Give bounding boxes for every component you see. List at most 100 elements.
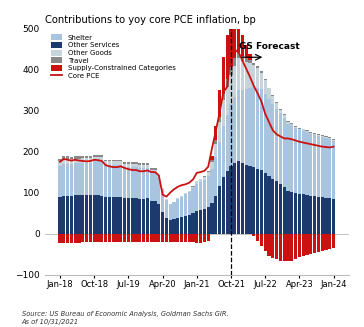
Bar <box>62 157 66 159</box>
Bar <box>283 118 286 187</box>
Bar <box>218 186 221 233</box>
Bar <box>150 201 153 233</box>
Bar <box>180 196 183 197</box>
Bar <box>66 164 69 196</box>
Bar <box>298 129 301 130</box>
Bar <box>169 233 172 242</box>
Bar <box>203 177 206 180</box>
Bar <box>134 198 138 233</box>
Bar <box>249 88 252 166</box>
Bar <box>74 157 77 159</box>
Bar <box>226 87 229 115</box>
Bar <box>324 198 328 233</box>
Bar <box>268 88 270 99</box>
Bar <box>275 233 278 259</box>
Bar <box>207 171 210 172</box>
Bar <box>66 157 69 159</box>
Bar <box>324 233 328 250</box>
Bar <box>127 162 130 164</box>
Bar <box>286 122 290 124</box>
Bar <box>317 233 320 251</box>
Bar <box>290 192 293 233</box>
Bar <box>264 233 267 251</box>
Bar <box>96 155 100 157</box>
Bar <box>161 190 164 212</box>
Bar <box>100 157 103 162</box>
Bar <box>279 109 282 110</box>
Bar <box>241 35 244 56</box>
Bar <box>78 159 80 164</box>
Bar <box>96 162 100 196</box>
Bar <box>233 59 236 66</box>
Core PCE <box>164 195 169 198</box>
Bar <box>131 167 134 198</box>
Bar <box>138 199 141 233</box>
Bar <box>70 233 73 243</box>
Bar <box>328 233 331 249</box>
Bar <box>233 96 236 163</box>
Bar <box>268 176 270 233</box>
Bar <box>173 201 175 202</box>
Bar <box>279 233 282 261</box>
Bar <box>214 157 217 196</box>
Bar <box>104 198 107 233</box>
Bar <box>203 176 206 177</box>
Bar <box>100 162 103 196</box>
Bar <box>237 161 240 233</box>
Bar <box>256 169 259 233</box>
Bar <box>317 197 320 233</box>
Bar <box>290 125 293 192</box>
Bar <box>271 95 274 96</box>
Bar <box>89 156 92 158</box>
Bar <box>134 167 138 198</box>
Bar <box>324 136 328 137</box>
Bar <box>207 176 210 207</box>
Bar <box>214 126 217 141</box>
Core PCE <box>198 170 203 174</box>
Bar <box>104 160 107 162</box>
Bar <box>214 196 217 233</box>
Bar <box>241 163 244 233</box>
Bar <box>59 233 62 243</box>
Bar <box>271 179 274 233</box>
Bar <box>176 233 179 242</box>
Bar <box>203 209 206 233</box>
Bar <box>78 157 80 159</box>
Bar <box>313 196 316 233</box>
Bar <box>119 233 122 242</box>
Bar <box>154 170 157 172</box>
Bar <box>173 219 175 233</box>
Bar <box>298 128 301 129</box>
Bar <box>283 233 286 261</box>
Bar <box>127 198 130 233</box>
Bar <box>74 233 77 243</box>
Bar <box>237 58 240 90</box>
Bar <box>279 110 282 113</box>
Bar <box>275 103 278 109</box>
Bar <box>176 218 179 233</box>
Core PCE <box>149 170 153 174</box>
Bar <box>245 44 248 58</box>
Bar <box>169 220 172 233</box>
Bar <box>123 198 126 233</box>
Bar <box>332 139 335 140</box>
Bar <box>260 89 263 170</box>
Bar <box>290 123 293 124</box>
Bar <box>188 191 191 192</box>
Bar <box>195 181 198 184</box>
Bar <box>207 233 210 241</box>
Bar <box>108 162 111 165</box>
Bar <box>191 213 195 233</box>
Bar <box>207 207 210 233</box>
Bar <box>78 233 80 243</box>
Bar <box>298 130 301 194</box>
Bar <box>249 54 252 60</box>
Bar <box>134 233 138 242</box>
Bar <box>309 233 312 254</box>
Bar <box>146 163 149 165</box>
Bar <box>264 173 267 233</box>
Bar <box>279 113 282 184</box>
Bar <box>229 166 233 233</box>
Bar <box>131 198 134 233</box>
Bar <box>210 203 214 233</box>
